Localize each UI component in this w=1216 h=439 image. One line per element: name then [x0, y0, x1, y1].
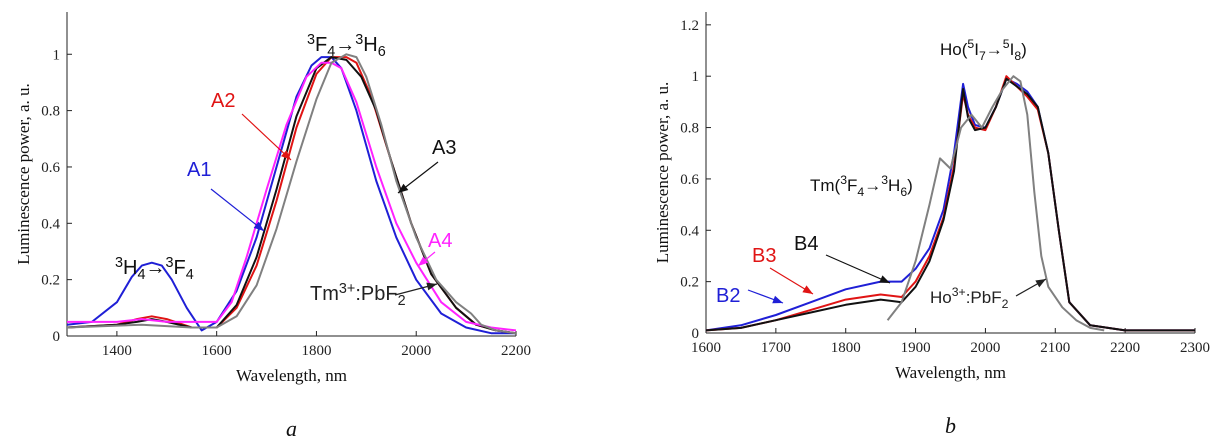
arrow-a1 — [210, 188, 265, 232]
x-axis-label: Wavelength, nm — [236, 366, 347, 385]
panel-label: a — [286, 416, 297, 439]
y-tick-label: 0 — [53, 329, 61, 345]
label-b3: B3 — [752, 245, 776, 267]
label-ho-pbf2: Ho3+:PbF2 — [930, 285, 1009, 311]
series-line-a4 — [67, 61, 516, 332]
arrow-b4-head — [879, 275, 890, 283]
y-axis-label: Luminescence power, a. u. — [653, 82, 672, 264]
arrow-a2 — [241, 113, 292, 161]
y-tick-label: 0 — [692, 326, 700, 342]
series-line-b4 — [706, 77, 1195, 332]
series-group — [706, 75, 1195, 332]
x-tick-label: 1800 — [831, 340, 861, 356]
label-b2: B2 — [716, 285, 740, 307]
arrow-a3-head — [398, 183, 409, 193]
x-tick-label: 1400 — [102, 343, 132, 359]
chart-panel-b: 1600 1700 1800 1900 2000 2100 2200 2300 0 0.2 0.4 0… — [653, 12, 1210, 438]
x-tick-label: 2100 — [1040, 340, 1070, 356]
label-a4: A4 — [428, 230, 452, 252]
y-tick-label: 0.6 — [41, 160, 60, 176]
x-tick-label: 2300 — [1180, 340, 1210, 356]
series-line-a2 — [67, 56, 516, 335]
x-axis-label: Wavelength, nm — [895, 363, 1006, 382]
x-tick-label: 1700 — [761, 340, 791, 356]
x-tick-label: 1600 — [202, 343, 232, 359]
series-line-a1 — [67, 56, 516, 335]
x-tick-label: 2000 — [401, 343, 431, 359]
series-group — [67, 53, 516, 335]
arrow-ho-pbf2-head — [1035, 279, 1046, 288]
arrow-tm-pbf2-head — [426, 282, 437, 291]
transition-label-tm: Tm(3F4→3H6) — [810, 173, 913, 199]
chart-panel-a: 1400 1600 1800 2000 2200 0 0.2 0.4 0.6 0.8 1 Wavele… — [14, 12, 531, 439]
label-a2: A2 — [211, 90, 235, 112]
label-b4: B4 — [794, 233, 818, 255]
x-tick-label: 2200 — [1110, 340, 1140, 356]
x-tick-label: 1800 — [301, 343, 331, 359]
arrow-b4 — [825, 254, 891, 284]
x-tick-label: 1600 — [691, 340, 721, 356]
label-tm-pbf2: Tm3+:PbF2 — [310, 281, 406, 309]
transition-label-3h4-3f4: 3H4→3F4 — [115, 255, 194, 283]
arrow-a4-head — [418, 256, 429, 266]
arrow-b3-head — [802, 285, 813, 294]
y-axis-label: Luminescence power, a. u. — [14, 83, 33, 265]
y-tick-label: 0.4 — [680, 223, 699, 239]
y-tick-label: 0.4 — [41, 216, 60, 232]
panel-label: b — [945, 413, 956, 438]
label-a3: A3 — [432, 137, 456, 159]
arrow-a2-head — [280, 150, 291, 160]
x-tick-label: 2000 — [970, 340, 1000, 356]
series-line-tm3-pbf2 — [67, 53, 516, 335]
y-tick-label: 0.6 — [680, 172, 699, 188]
label-a1: A1 — [187, 159, 211, 181]
y-tick-label: 1 — [53, 47, 61, 63]
x-tick-label: 1900 — [901, 340, 931, 356]
y-tick-label: 0.2 — [680, 275, 699, 291]
series-line-ho3-pbf2 — [886, 75, 1105, 332]
x-tick-label: 2200 — [501, 343, 531, 359]
y-tick-label: 0.8 — [41, 104, 60, 120]
y-tick-label: 0.8 — [680, 121, 699, 137]
y-tick-label: 0.2 — [41, 273, 60, 289]
y-tick-label: 1.2 — [680, 18, 699, 34]
series-line-a3 — [67, 56, 516, 335]
y-tick-label: 1 — [692, 69, 700, 85]
transition-label-ho: Ho(5I7→5I8) — [940, 37, 1027, 63]
arrow-b2-head — [772, 295, 783, 304]
transition-label-3f4-3h6: 3F4→3H6 — [307, 32, 386, 60]
arrow-a1-head — [253, 221, 264, 231]
